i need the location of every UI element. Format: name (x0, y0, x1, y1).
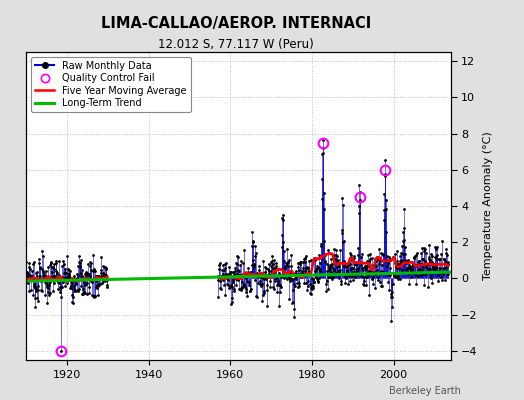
Text: Berkeley Earth: Berkeley Earth (389, 386, 461, 396)
Legend: Raw Monthly Data, Quality Control Fail, Five Year Moving Average, Long-Term Tren: Raw Monthly Data, Quality Control Fail, … (31, 57, 191, 112)
Text: LIMA-CALLAO/AEROP. INTERNACI: LIMA-CALLAO/AEROP. INTERNACI (101, 16, 371, 31)
Y-axis label: Temperature Anomaly (°C): Temperature Anomaly (°C) (483, 132, 493, 280)
Text: 12.012 S, 77.117 W (Peru): 12.012 S, 77.117 W (Peru) (158, 38, 314, 51)
